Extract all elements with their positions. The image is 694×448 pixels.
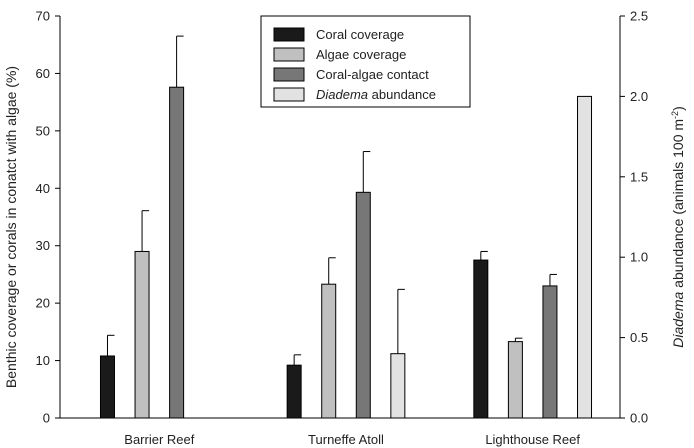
bar-algae-0: [134, 250, 150, 419]
right-tick-label-0: 0.0: [630, 411, 648, 426]
legend-swatch-algae: [273, 47, 305, 62]
legend: Coral coverage Algae coverage Coral-alga…: [260, 15, 471, 108]
bar-contact-2: [542, 285, 558, 419]
right-tick-label-4: 2.0: [630, 89, 648, 104]
bar-algae-2: [507, 341, 523, 419]
left-tick-label-4: 40: [36, 181, 50, 196]
legend-label-diadema-italic: Diadema: [316, 87, 368, 102]
left-tick-label-0: 0: [43, 411, 50, 426]
legend-label-algae: Algae coverage: [316, 47, 406, 62]
bar-diadema-2: [577, 95, 593, 419]
right-tick-label-5: 2.5: [630, 9, 648, 24]
left-tick-label-3: 30: [36, 238, 50, 253]
left-tick-label-7: 70: [36, 9, 50, 24]
right-axis-title: Diadema abundance (animals 100 m-2): [670, 106, 686, 348]
left-axis-title: Benthic coverage or corals in conatct wi…: [3, 66, 19, 388]
right-axis-title-sup: -2: [670, 111, 680, 119]
bars-layer: [99, 35, 593, 419]
right-tick-label-3: 1.5: [630, 169, 648, 184]
legend-label-diadema: Diadema abundance: [316, 87, 436, 102]
left-tick-label-5: 50: [36, 123, 50, 138]
bar-coral-0: [99, 355, 115, 419]
legend-swatch-contact: [273, 67, 305, 82]
right-axis-title-close: ): [670, 106, 686, 111]
bar-contact-1: [355, 191, 371, 419]
category-label-2: Lighthouse Reef: [485, 432, 580, 447]
right-axis-title-text: abundance (animals 100 m: [670, 119, 686, 292]
legend-label-contact: Coral-algae contact: [316, 67, 429, 82]
left-tick-label-6: 60: [36, 66, 50, 81]
right-tick-label-1: 0.5: [630, 330, 648, 345]
left-tick-label-1: 10: [36, 353, 50, 368]
legend-label-diadema-rest: abundance: [368, 87, 436, 102]
left-tick-label-2: 20: [36, 296, 50, 311]
category-label-1: Turneffe Atoll: [308, 432, 384, 447]
right-axis-title-italic: Diadema: [670, 292, 686, 348]
bar-contact-0: [169, 86, 185, 419]
bar-diadema-1: [390, 353, 406, 419]
legend-label-coral: Coral coverage: [316, 27, 404, 42]
axes-layer: 0 10 20 30 40 50 60 70 0.0 0.5 1.0 1.5 2.0 2.5 Barrier…: [36, 9, 649, 448]
bar-coral-2: [473, 259, 489, 419]
legend-swatch-diadema: [273, 87, 305, 102]
bar-algae-1: [321, 283, 337, 419]
legend-swatch-coral: [273, 27, 305, 42]
bar-coral-1: [286, 364, 302, 419]
right-tick-label-2: 1.0: [630, 250, 648, 265]
category-label-0: Barrier Reef: [124, 432, 194, 447]
